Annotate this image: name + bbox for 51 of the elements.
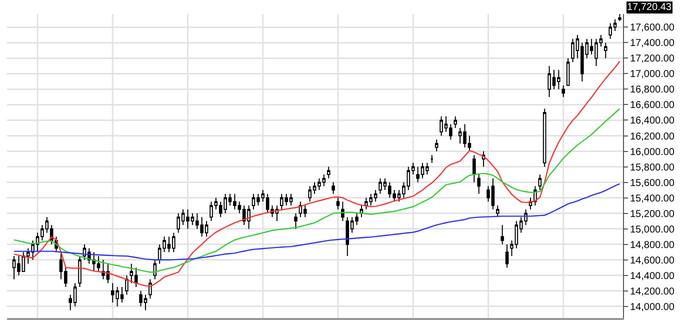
y-tick-label: 15,200.00 (630, 208, 675, 220)
y-tick-label: 14,200.00 (630, 286, 675, 298)
candlestick (472, 154, 476, 183)
y-tick-label: 16,600.00 (630, 100, 675, 112)
candlestick (500, 224, 504, 245)
y-tick-label: 15,800.00 (630, 162, 675, 174)
candlestick (78, 255, 82, 288)
candlestick (92, 252, 96, 272)
line-series (13, 108, 620, 273)
candlestick (326, 166, 330, 179)
candlestick (332, 182, 335, 194)
candlestick (505, 244, 509, 268)
candlestick (604, 42, 608, 59)
y-tick-label: 17,200.00 (630, 54, 675, 65)
y-tick-label: 14,800.00 (630, 240, 675, 251)
candlestick (430, 154, 434, 164)
y-tick-label: 16,200.00 (630, 131, 675, 142)
candlestick (477, 174, 481, 194)
candlestick (176, 212, 180, 234)
y-tick-label: 15,600.00 (630, 178, 675, 189)
y-tick-label: 14,400.00 (630, 270, 675, 282)
y-tick-label: 14,000.00 (630, 302, 675, 313)
candlestick (538, 174, 542, 191)
candlestick (294, 212, 298, 230)
y-tick-label: 15,400.00 (630, 193, 675, 204)
candlestick (134, 267, 138, 288)
line-series (13, 60, 620, 288)
candlestick (153, 259, 157, 280)
y-tick-label: 17,000.00 (630, 69, 675, 80)
y-tick-label: 15,000.00 (630, 224, 675, 236)
y-tick-label: 17,600.00 (630, 22, 675, 34)
candlestick (496, 205, 500, 218)
candlestick (454, 116, 458, 128)
y-tick-label: 14,600.00 (630, 255, 675, 266)
candlestick (148, 278, 152, 300)
y-tick-label: 16,800.00 (630, 84, 675, 96)
candlestick (341, 201, 344, 222)
candlestick (562, 84, 566, 98)
candlestick (618, 14, 622, 22)
candlestick (125, 274, 128, 296)
y-tick-label: 17,400.00 (630, 38, 675, 50)
candlestick (346, 216, 350, 256)
candlestick (566, 58, 570, 86)
text: 17,720.43 (627, 2, 672, 13)
candlestick (336, 197, 340, 210)
y-tick-label: 16,400.00 (630, 116, 675, 127)
y-tick-label: 16,000.00 (630, 146, 675, 158)
candlestick (434, 139, 438, 152)
candlestick (303, 205, 307, 218)
candlestick (542, 108, 546, 168)
line-series (13, 183, 620, 260)
